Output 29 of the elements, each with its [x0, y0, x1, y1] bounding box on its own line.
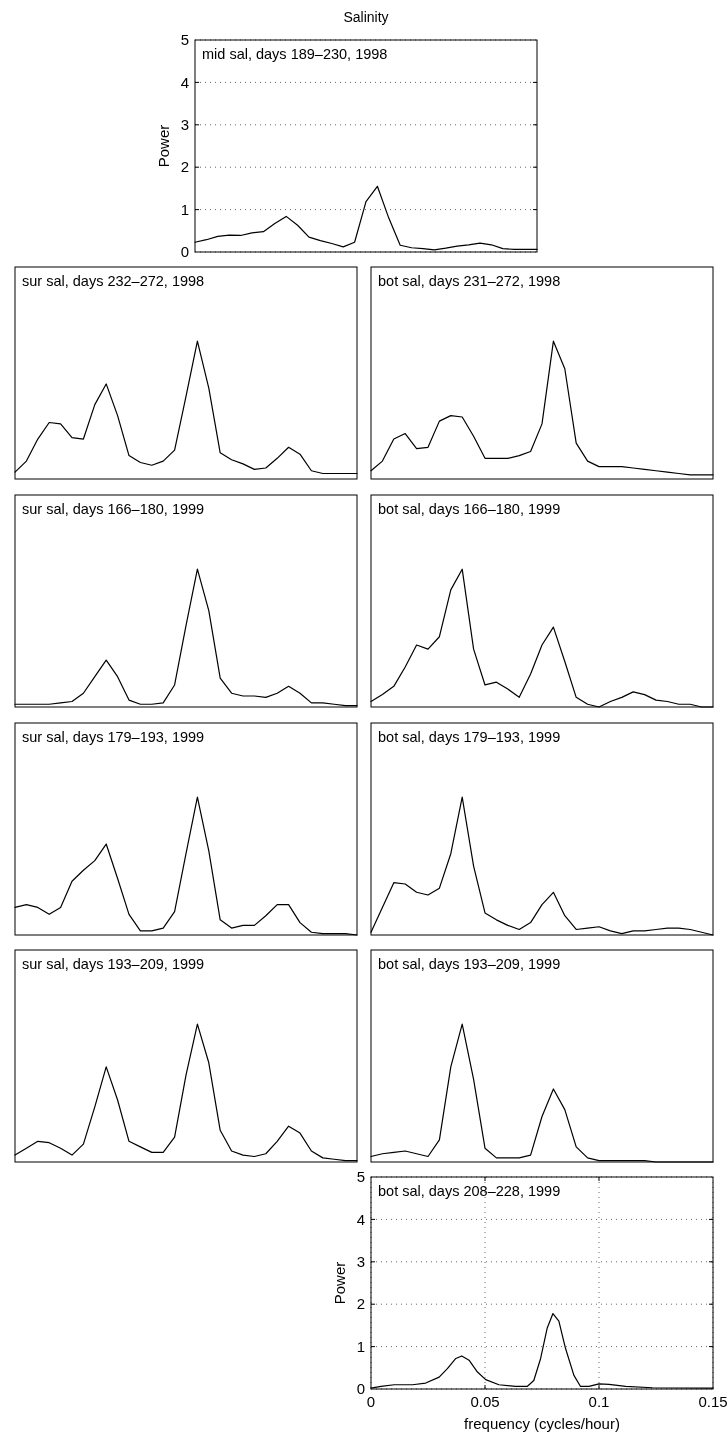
annotation: mid sal, days 189–230, 1998: [202, 46, 388, 62]
annotation: bot sal, days 208–228, 1999: [378, 1183, 561, 1199]
y-tick-label: 2: [180, 158, 189, 176]
y-tick-label: 1: [180, 200, 189, 218]
y-tick-label: 0: [356, 1380, 365, 1398]
y-tick-label: 0: [180, 243, 189, 261]
text: bot sal, days 231–272, 1998: [378, 273, 561, 289]
chart-title: Salinity: [343, 9, 389, 25]
x-tick-label: 0.05: [470, 1393, 500, 1410]
text: bot sal, days 193–209, 1999: [378, 956, 561, 972]
x-tick-label: 0.1: [588, 1393, 610, 1410]
text: sur sal, days 179–193, 1999: [22, 729, 205, 745]
y-tick-label: 5: [180, 31, 189, 49]
x-axis-title: frequency (cycles/hour): [464, 1415, 620, 1432]
y-axis-title: Power: [331, 1261, 348, 1305]
y-tick-label: 2: [356, 1295, 365, 1313]
y-tick-label: 4: [356, 1210, 365, 1228]
text: sur sal, days 193–209, 1999: [22, 956, 205, 972]
y-tick-label: 3: [180, 116, 189, 134]
x-tick-label: 0.15: [698, 1393, 728, 1410]
y-tick-label: 3: [356, 1253, 365, 1271]
text: bot sal, days 166–180, 1999: [378, 501, 561, 517]
text: sur sal, days 232–272, 1998: [22, 273, 205, 289]
text: sur sal, days 166–180, 1999: [22, 501, 205, 517]
y-tick-label: 5: [356, 1168, 365, 1186]
y-tick-label: 1: [356, 1337, 365, 1355]
y-axis-title: Power: [155, 124, 172, 168]
text: bot sal, days 179–193, 1999: [378, 729, 561, 745]
y-tick-label: 4: [180, 73, 189, 91]
